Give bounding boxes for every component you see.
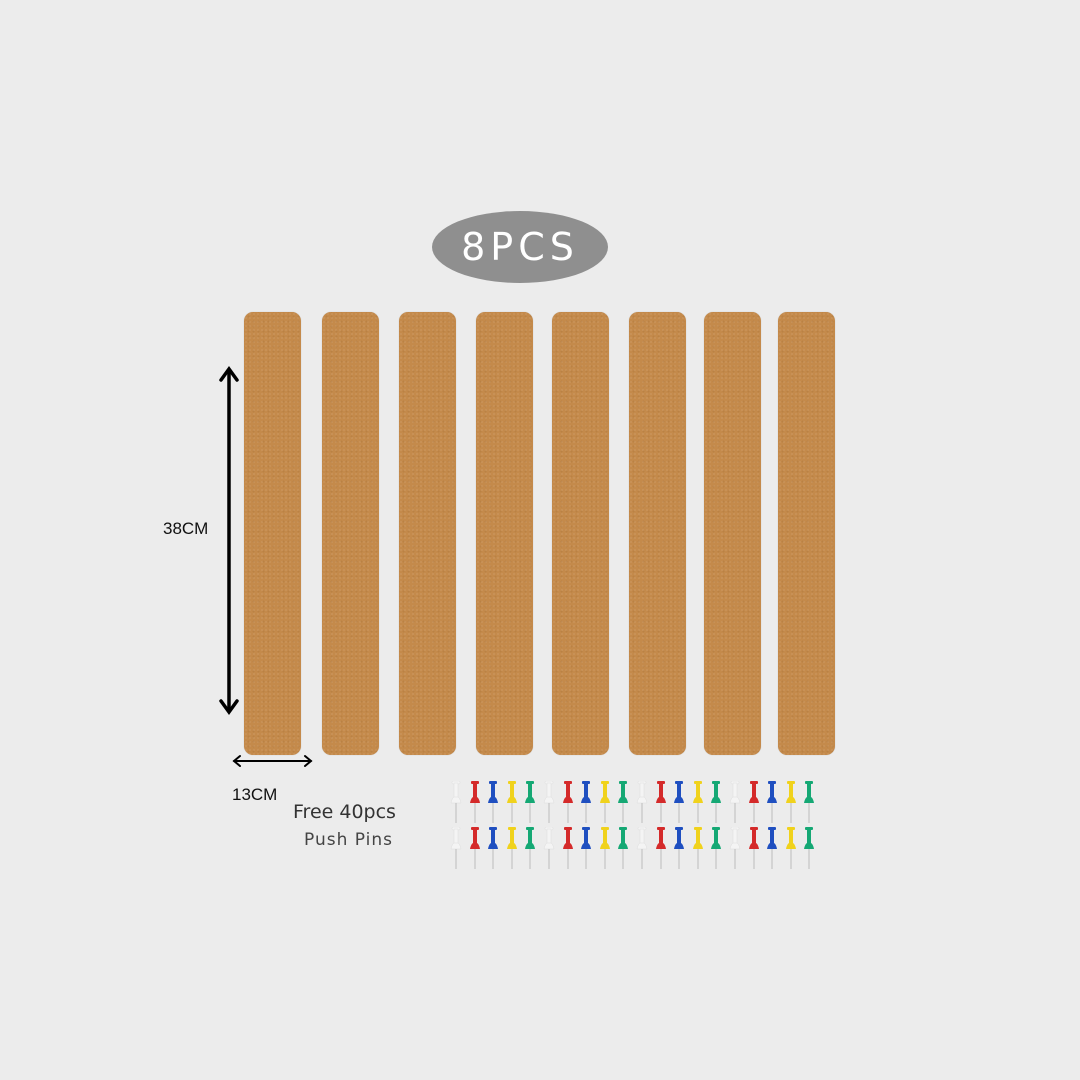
- push-pin-icon: [562, 827, 573, 869]
- push-pin-icon: [655, 781, 666, 823]
- push-pin-icon: [506, 781, 517, 823]
- height-label: 38CM: [163, 519, 209, 538]
- push-pin-icon: [562, 781, 573, 823]
- push-pin-icon: [748, 827, 759, 869]
- push-pin-icon: [785, 781, 796, 823]
- push-pin-icon: [543, 781, 555, 823]
- push-pin-icon: [711, 827, 721, 869]
- push-pin-icon: [599, 781, 610, 823]
- push-pin-icon: [525, 827, 535, 869]
- cork-strip: [704, 312, 761, 755]
- push-pin-icon: [655, 827, 666, 869]
- cork-strip: [476, 312, 533, 755]
- push-pin-icon: [767, 827, 777, 869]
- push-pin-icon: [543, 827, 555, 869]
- push-pin-icon: [599, 827, 610, 869]
- push-pin-icon: [804, 781, 814, 823]
- cork-strip: [552, 312, 609, 755]
- cork-strip: [399, 312, 456, 755]
- push-pin-icon: [469, 781, 480, 823]
- push-pin-icon: [581, 827, 591, 869]
- push-pin-icon: [581, 781, 591, 823]
- push-pin-icon: [506, 827, 517, 869]
- push-pin-icon: [450, 827, 462, 869]
- push-pin-icon: [748, 781, 759, 823]
- cork-strip: [244, 312, 301, 755]
- pins-caption-line1: Free 40pcs: [293, 801, 396, 823]
- push-pin-icon: [767, 781, 777, 823]
- push-pin-icon: [525, 781, 535, 823]
- pins-caption-line2: Push Pins: [304, 830, 393, 850]
- push-pin-icon: [618, 781, 628, 823]
- push-pin-icon: [618, 827, 628, 869]
- push-pin-icon: [488, 781, 498, 823]
- push-pin-icon: [636, 781, 648, 823]
- quantity-text: 8PCS: [461, 225, 579, 269]
- push-pin-icon: [729, 781, 741, 823]
- width-arrow: [232, 755, 313, 767]
- push-pin-icon: [785, 827, 796, 869]
- push-pin-icon: [469, 827, 480, 869]
- push-pin-icon: [692, 827, 703, 869]
- cork-strip: [778, 312, 835, 755]
- push-pin-icon: [674, 781, 684, 823]
- cork-strip: [629, 312, 686, 755]
- push-pin-icon: [729, 827, 741, 869]
- width-label: 13CM: [232, 785, 278, 804]
- cork-strip: [322, 312, 379, 755]
- height-arrow: [219, 366, 239, 715]
- quantity-badge: 8PCS: [432, 211, 608, 283]
- push-pin-icon: [488, 827, 498, 869]
- push-pin-icon: [636, 827, 648, 869]
- push-pin-icon: [711, 781, 721, 823]
- push-pin-icon: [692, 781, 703, 823]
- push-pin-icon: [674, 827, 684, 869]
- push-pin-icon: [804, 827, 814, 869]
- push-pin-icon: [450, 781, 462, 823]
